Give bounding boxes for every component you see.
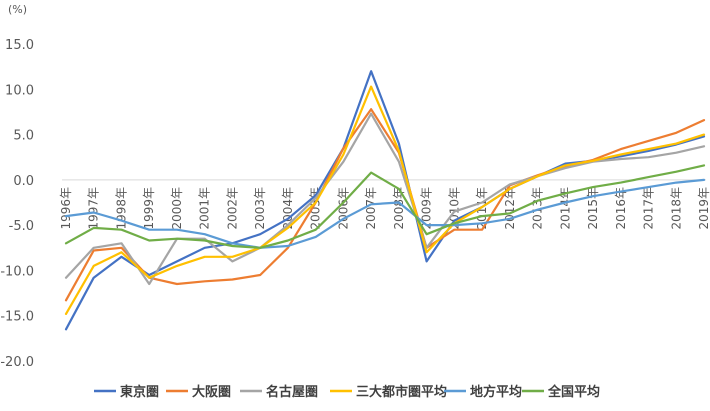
x-tick-label: 2013年 xyxy=(531,187,545,230)
series-line xyxy=(64,70,706,331)
x-tick-label: 2004年 xyxy=(281,187,295,230)
series-line xyxy=(64,108,706,302)
x-tick-label: 2000年 xyxy=(170,187,184,230)
y-tick-label: 15.0 xyxy=(5,38,34,53)
series-lines xyxy=(64,70,706,331)
legend-label: 三大都市圏平均 xyxy=(356,384,447,400)
y-tick-label: 0.0 xyxy=(13,174,34,189)
x-tick-label: 2009年 xyxy=(420,187,434,230)
x-tick-label: 2008年 xyxy=(392,187,406,230)
legend-label: 名古屋圏 xyxy=(266,384,318,400)
y-axis-unit-label: (%) xyxy=(8,3,27,16)
series-line xyxy=(64,164,706,249)
y-tick-label: -5.0 xyxy=(9,219,34,234)
legend-item: 三大都市圏平均 xyxy=(330,384,447,400)
y-tick-label: -10.0 xyxy=(0,264,34,279)
legend-label: 地方平均 xyxy=(470,384,522,400)
x-tick-label: 2001年 xyxy=(198,187,212,230)
x-tick-label: 1999年 xyxy=(142,187,156,230)
x-tick-label: 2014年 xyxy=(558,187,572,230)
series-line xyxy=(64,112,706,286)
x-tick-label: 2016年 xyxy=(614,187,628,230)
x-tick-label: 1996年 xyxy=(59,187,73,230)
x-tick-label: 2015年 xyxy=(586,187,600,230)
y-axis-tick-labels: 15.0 10.0 5.0 0.0 -5.0 -10.0 -15.0 -20.0 xyxy=(0,38,34,370)
x-tick-label: 2003年 xyxy=(253,187,267,230)
legend-item: 地方平均 xyxy=(444,384,522,400)
x-tick-label: 2002年 xyxy=(225,187,239,230)
x-tick-label: 2018年 xyxy=(669,187,683,230)
x-axis-tick-labels: 1996年 1997年 1998年 1999年 2000年 2001年 2002年 2003年… xyxy=(59,187,710,230)
legend-item: 全国平均 xyxy=(522,384,600,400)
legend: 東京圏 大阪圏 名古屋圏 三大都市圏平均 地方平均 全国平均 xyxy=(94,384,600,400)
y-tick-label: -20.0 xyxy=(0,355,34,370)
legend-item: 東京圏 xyxy=(94,384,159,400)
legend-label: 大阪圏 xyxy=(192,384,231,400)
x-tick-label: 2019年 xyxy=(697,187,710,230)
series-line xyxy=(64,178,706,249)
y-tick-label: -15.0 xyxy=(0,310,34,325)
series-line xyxy=(64,85,706,315)
y-tick-label: 10.0 xyxy=(5,83,34,98)
legend-item: 名古屋圏 xyxy=(240,384,318,400)
legend-label: 東京圏 xyxy=(120,384,159,400)
y-tick-label: 5.0 xyxy=(13,129,34,144)
legend-label: 全国平均 xyxy=(547,384,600,400)
legend-item: 大阪圏 xyxy=(166,384,231,400)
x-tick-label: 2007年 xyxy=(364,187,378,230)
x-tick-label: 1997年 xyxy=(87,187,101,230)
x-tick-label: 2017年 xyxy=(642,187,656,230)
